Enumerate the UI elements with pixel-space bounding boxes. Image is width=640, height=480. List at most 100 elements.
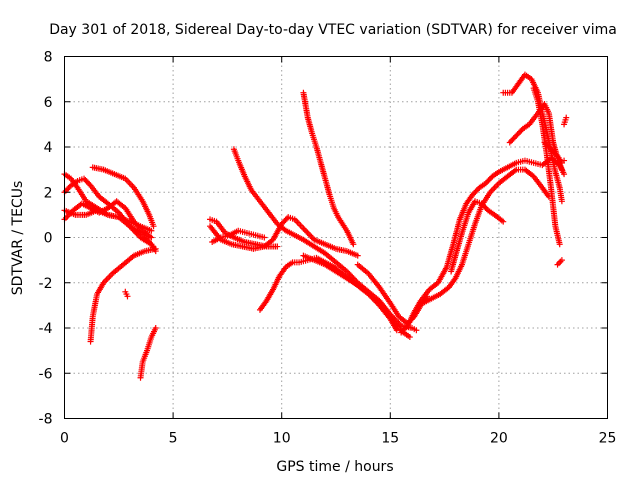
data-point (541, 139, 548, 146)
data-point (469, 191, 476, 198)
data-point (553, 151, 560, 158)
data-point (398, 329, 405, 336)
y-tick-label: 4 (44, 140, 53, 156)
data-point (484, 178, 491, 185)
data-point (551, 150, 558, 157)
data-point (150, 223, 157, 230)
x-tick-label: 15 (381, 431, 399, 447)
data-point (148, 234, 155, 241)
data-point (82, 177, 89, 184)
data-point (482, 204, 489, 211)
data-point (413, 327, 420, 334)
series-t05 (89, 164, 157, 230)
data-point (472, 188, 479, 195)
series-t19 (448, 198, 507, 275)
data-point (305, 231, 312, 238)
y-tick-label: -2 (39, 276, 53, 292)
data-point (83, 178, 90, 185)
data-point (400, 326, 407, 333)
data-point (548, 146, 555, 153)
data-point (479, 201, 486, 208)
data-point (550, 148, 557, 155)
axis-ticks (64, 56, 608, 419)
x-tick-label: 25 (599, 431, 617, 447)
data-point (561, 157, 568, 164)
y-tick-label: -6 (39, 366, 53, 382)
chart-title: Day 301 of 2018, Sidereal Day-to-day VTE… (49, 22, 617, 38)
data-point (482, 180, 489, 187)
data-point (545, 143, 552, 150)
data-point (274, 243, 281, 250)
data-point (152, 245, 159, 252)
series-t11 (207, 214, 361, 259)
data-point (406, 334, 413, 341)
data-point (301, 226, 308, 233)
grid-lines (64, 56, 608, 419)
data-point (471, 190, 478, 197)
x-tick-labels: 0 5 10 15 20 25 (60, 431, 616, 447)
x-tick-label: 5 (169, 431, 178, 447)
data-point (308, 233, 315, 240)
x-tick-label: 10 (273, 431, 291, 447)
y-tick-label: 8 (44, 50, 53, 66)
y-tick-label: -4 (39, 321, 53, 337)
data-point (65, 185, 72, 192)
data-point (350, 241, 357, 248)
series-t14 (300, 89, 357, 248)
series-t17 (398, 155, 568, 336)
data-point (62, 187, 69, 194)
data-point (546, 144, 553, 151)
data-point (402, 325, 409, 332)
data-point (563, 114, 570, 121)
data-point (64, 186, 71, 193)
data-point (478, 200, 485, 207)
data-point (506, 139, 513, 146)
data-point (509, 136, 516, 143)
series-t23 (554, 257, 565, 268)
data-point (304, 229, 311, 236)
data-point (303, 228, 310, 235)
data-point (393, 327, 400, 334)
y-tick-label: -8 (39, 412, 53, 428)
data-point (148, 227, 155, 234)
x-axis-label: GPS time / hours (276, 459, 393, 475)
series-t04 (61, 198, 155, 241)
data-point (510, 135, 517, 142)
series-t07 (122, 288, 131, 300)
data-point (500, 218, 507, 225)
data-point (261, 234, 268, 241)
data-point (513, 132, 520, 139)
data-point (81, 175, 88, 182)
series-t22 (530, 85, 563, 248)
data-point (514, 131, 521, 138)
series-t06 (87, 245, 159, 345)
y-tick-label: 0 (44, 231, 53, 247)
data-point (508, 138, 515, 145)
data-point (558, 257, 565, 264)
series-t24 (541, 139, 568, 166)
data-point (283, 215, 290, 222)
data-point (282, 216, 289, 223)
data-point (517, 128, 524, 135)
data-point (486, 176, 493, 183)
data-point (511, 134, 518, 141)
x-tick-label: 20 (490, 431, 508, 447)
data-point (481, 203, 488, 210)
series-t08 (137, 325, 159, 381)
data-point (473, 187, 480, 194)
data-point (403, 324, 410, 331)
data-point (515, 129, 522, 136)
series-t25 (561, 114, 570, 128)
data-point (549, 147, 556, 154)
series-t15 (300, 252, 400, 334)
data-point (485, 177, 492, 184)
y-tick-label: 2 (44, 185, 53, 201)
data-point (124, 293, 131, 300)
data-point (152, 325, 159, 331)
data-point (354, 252, 361, 259)
y-tick-label: 6 (44, 95, 53, 111)
data-point (280, 219, 287, 226)
data-point (84, 179, 91, 186)
data-point (556, 241, 563, 248)
x-tick-label: 0 (60, 431, 69, 447)
